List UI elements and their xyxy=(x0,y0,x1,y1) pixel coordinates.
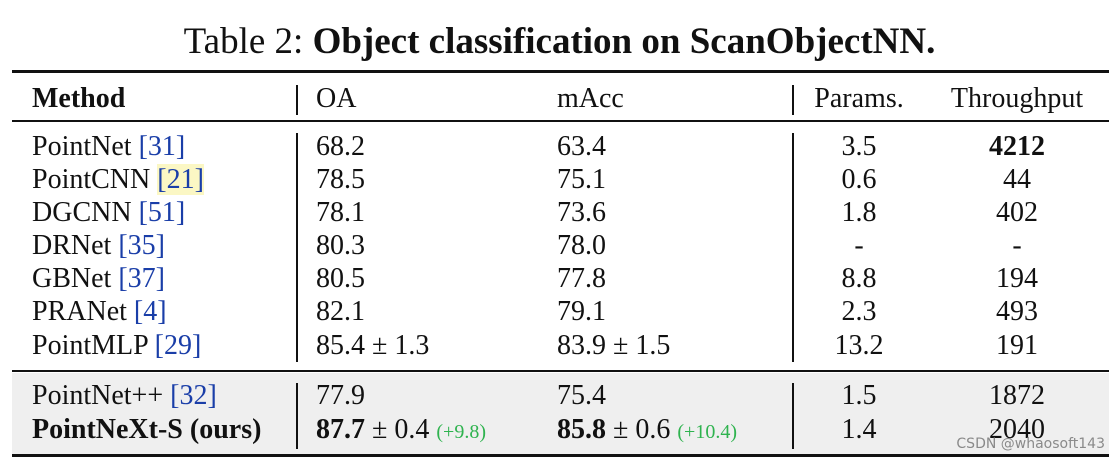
macc-cell: 75.4 xyxy=(557,380,606,411)
throughput-cell: 2040 xyxy=(989,414,1045,445)
watermark-text: CSDN @whaosoft143 xyxy=(956,436,1105,452)
citation-link[interactable]: [35] xyxy=(118,230,165,261)
citation-link[interactable]: [32] xyxy=(170,380,217,411)
params-cell: 1.5 xyxy=(841,380,877,411)
citation-link[interactable]: [4] xyxy=(133,296,167,327)
method-name: PointNet++ xyxy=(32,380,164,411)
params-cell: 8.8 xyxy=(841,263,877,294)
method-cell: PointNet [31] xyxy=(32,130,185,163)
throughput-cell: - xyxy=(1012,230,1022,261)
method-cell: DGCNN [51] xyxy=(32,196,185,229)
params-cell: 13.2 xyxy=(834,330,884,361)
top-rule xyxy=(12,70,1109,73)
method-name: PointMLP xyxy=(32,330,148,361)
method-cell: PointCNN [21] xyxy=(32,163,204,196)
column-header-method: Method xyxy=(32,83,126,114)
ours-shaded-band xyxy=(12,373,1109,454)
body-separator-2 xyxy=(792,133,794,362)
params-cell: - xyxy=(854,230,864,261)
macc-cell: 77.8 xyxy=(557,263,606,294)
oa-cell: 80.5 xyxy=(316,263,365,294)
method-name: DRNet xyxy=(32,230,112,261)
throughput-cell: 191 xyxy=(996,330,1038,361)
citation-link[interactable]: [51] xyxy=(138,197,186,228)
throughput-cell: 493 xyxy=(996,296,1038,327)
params-cell: 0.6 xyxy=(841,164,877,195)
column-header-oa: OA xyxy=(316,83,357,114)
header-separator-2 xyxy=(792,85,794,115)
macc-cell: 79.1 xyxy=(557,296,606,327)
throughput-cell: 402 xyxy=(996,197,1038,228)
ours-separator-1 xyxy=(296,383,298,449)
params-cell: 1.4 xyxy=(841,414,877,445)
method-cell: PointMLP [29] xyxy=(32,329,201,362)
citation-link[interactable]: [37] xyxy=(118,263,165,294)
params-cell: 3.5 xyxy=(841,131,877,162)
table-caption: Table 2: Object classification on ScanOb… xyxy=(0,18,1119,66)
macc-value-best: 85.8 xyxy=(557,414,606,445)
method-cell-ours: PointNeXt-S (ours) xyxy=(32,414,262,445)
oa-cell: 68.2 xyxy=(316,131,365,162)
bottom-rule xyxy=(12,454,1109,457)
citation-link[interactable]: [29] xyxy=(154,330,202,361)
section-rule xyxy=(12,370,1109,372)
throughput-cell: 194 xyxy=(996,263,1038,294)
throughput-cell: 44 xyxy=(1003,164,1031,195)
oa-cell: 80.3 xyxy=(316,230,365,261)
throughput-cell-best: 4212 xyxy=(989,131,1045,162)
method-name: PRANet xyxy=(32,296,127,327)
ours-separator-2 xyxy=(792,383,794,449)
method-name: GBNet xyxy=(32,263,112,294)
oa-std: ± 0.4 xyxy=(365,414,437,445)
oa-cell: 85.4 ± 1.3 xyxy=(316,330,430,361)
oa-cell: 78.1 xyxy=(316,197,365,228)
macc-cell: 83.9 ± 1.5 xyxy=(557,330,671,361)
header-rule xyxy=(12,120,1109,122)
header-separator-1 xyxy=(296,85,298,115)
method-cell: PRANet [4] xyxy=(32,295,167,328)
oa-cell: 82.1 xyxy=(316,296,365,327)
caption-title: Object classification on ScanObjectNN. xyxy=(312,21,936,62)
method-cell: DRNet [35] xyxy=(32,229,165,262)
params-cell: 1.8 xyxy=(841,197,877,228)
citation-link[interactable]: [31] xyxy=(138,131,186,162)
method-cell: PointNet++ [32] xyxy=(32,379,217,412)
params-cell: 2.3 xyxy=(841,296,877,327)
oa-cell: 77.9 xyxy=(316,380,365,411)
oa-value-best: 87.7 xyxy=(316,414,365,445)
macc-cell: 78.0 xyxy=(557,230,606,261)
method-name: PointNet xyxy=(32,131,132,162)
throughput-cell: 1872 xyxy=(989,380,1045,411)
body-separator-1 xyxy=(296,133,298,362)
macc-cell: 63.4 xyxy=(557,131,606,162)
column-header-macc: mAcc xyxy=(557,83,624,114)
citation-link[interactable]: [21] xyxy=(157,164,204,195)
macc-cell: 75.1 xyxy=(557,164,606,195)
method-name: DGCNN xyxy=(32,197,132,228)
column-header-throughput: Throughput xyxy=(950,83,1084,114)
oa-improvement: (+9.8) xyxy=(436,421,486,443)
column-header-params: Params. xyxy=(814,83,904,114)
macc-cell: 73.6 xyxy=(557,197,606,228)
method-name: PointCNN xyxy=(32,164,151,195)
macc-improvement: (+10.4) xyxy=(677,421,737,443)
method-cell: GBNet [37] xyxy=(32,262,165,295)
macc-cell-ours: 85.8 ± 0.6 (+10.4) xyxy=(557,413,737,449)
caption-prefix: Table 2: xyxy=(183,21,304,62)
macc-std: ± 0.6 xyxy=(606,414,678,445)
oa-cell: 78.5 xyxy=(316,164,365,195)
oa-cell-ours: 87.7 ± 0.4 (+9.8) xyxy=(316,413,486,449)
